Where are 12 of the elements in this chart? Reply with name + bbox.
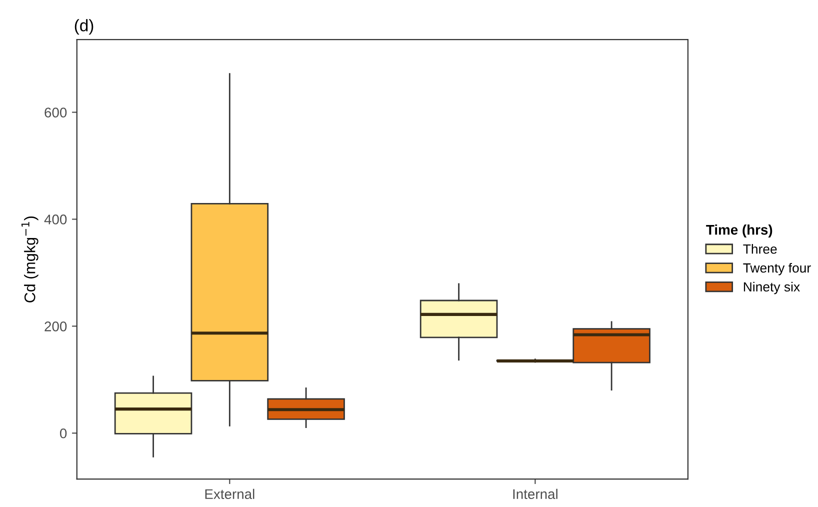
- x-tick-label: External: [205, 488, 254, 500]
- y-tick-label: 600: [44, 108, 67, 118]
- legend-label: Ninety six: [744, 282, 800, 294]
- legend-label: Twenty four: [743, 262, 811, 276]
- y-tick-label: 0: [60, 428, 67, 438]
- y-tick-label: 200: [44, 322, 67, 332]
- legend-label: Three: [743, 244, 777, 254]
- legend-title: Time (hrs): [706, 224, 772, 238]
- y-tick-label: 400: [44, 214, 67, 224]
- y-axis-title: Cd (mgkg$^{−1}$): [21, 216, 38, 302]
- chart-title: (d): [74, 19, 94, 35]
- x-tick-label: Internal: [513, 488, 558, 500]
